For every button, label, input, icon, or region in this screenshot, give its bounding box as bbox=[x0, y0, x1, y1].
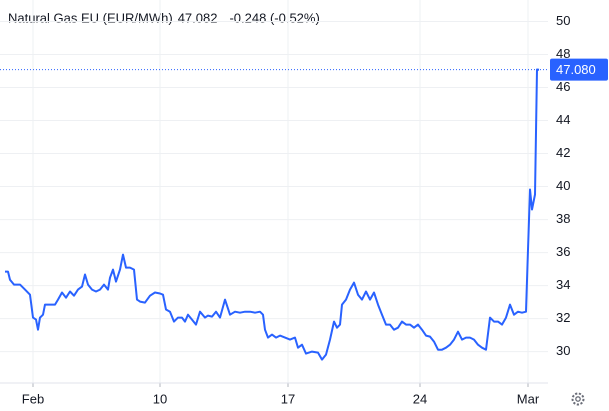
y-tick-label: 42 bbox=[556, 145, 570, 160]
price-line bbox=[5, 68, 540, 361]
last-price-label: 47.080 bbox=[556, 62, 596, 77]
x-tick-label: 17 bbox=[281, 391, 295, 406]
settings-icon[interactable] bbox=[571, 392, 585, 406]
price-change: -0.248 (-0.52%) bbox=[229, 10, 319, 25]
grid bbox=[0, 0, 548, 383]
x-tick-label: 10 bbox=[153, 391, 167, 406]
y-tick-label: 40 bbox=[556, 178, 570, 193]
y-tick-label: 36 bbox=[556, 244, 570, 259]
settings-hub bbox=[575, 396, 581, 402]
y-tick-label: 30 bbox=[556, 343, 570, 358]
last-price-box bbox=[550, 58, 608, 81]
y-tick-label: 48 bbox=[556, 46, 570, 61]
y-tick-label: 34 bbox=[556, 277, 570, 292]
y-tick-label: 32 bbox=[556, 310, 570, 325]
price: 47.082 bbox=[178, 10, 218, 25]
x-tick-label: 24 bbox=[413, 391, 427, 406]
y-tick-label: 50 bbox=[556, 13, 570, 28]
x-tick-label: Feb bbox=[22, 391, 44, 406]
x-tick-label: Mar bbox=[517, 391, 540, 406]
settings-gear bbox=[571, 392, 585, 406]
y-tick-label: 46 bbox=[556, 79, 570, 94]
y-tick-label: 44 bbox=[556, 112, 570, 127]
y-tick-label: 38 bbox=[556, 211, 570, 226]
